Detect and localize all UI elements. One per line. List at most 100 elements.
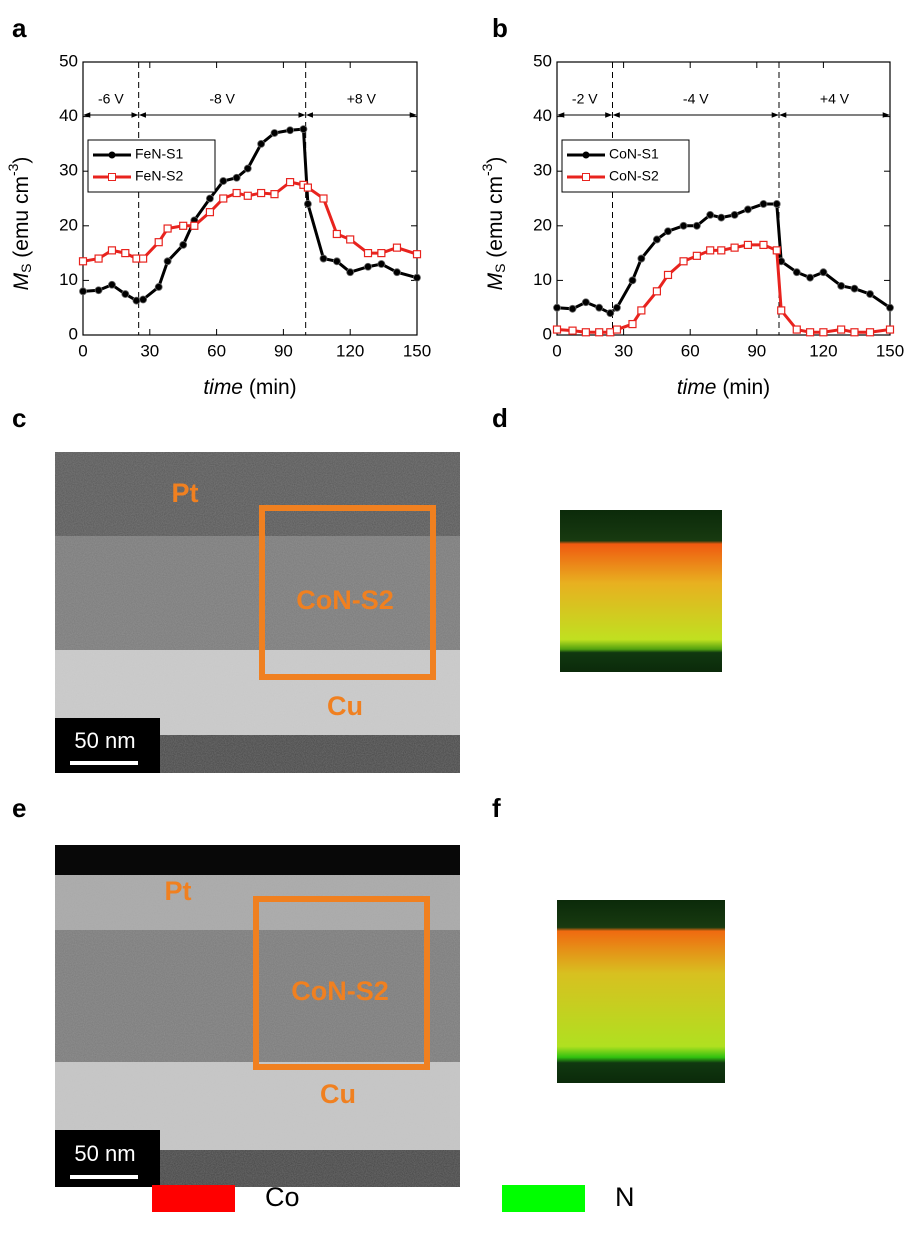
data-point — [679, 257, 688, 266]
image-label: CoN-S2 — [296, 585, 394, 615]
data-point — [886, 303, 894, 312]
eds-map — [560, 510, 722, 672]
data-point — [413, 273, 421, 282]
data-point — [717, 213, 726, 222]
label-part: M — [10, 272, 33, 290]
eds-map — [557, 900, 725, 1083]
data-point — [132, 296, 141, 305]
legend-box — [561, 139, 690, 193]
x-tick-label: 120 — [336, 341, 364, 360]
data-point — [664, 227, 672, 236]
data-point — [717, 246, 726, 255]
scale-bar-label: 50 nm — [74, 1141, 135, 1166]
label-part: (emu cm — [484, 176, 507, 264]
data-point — [885, 325, 895, 334]
data-point — [94, 254, 103, 263]
data-point — [743, 240, 753, 250]
data-point — [319, 254, 328, 263]
data-point — [364, 262, 372, 271]
data-point — [850, 284, 859, 293]
tem-image — [55, 845, 460, 1187]
region-label: -4 V — [683, 91, 709, 107]
data-point — [163, 224, 172, 233]
x-tick-label: 90 — [274, 341, 293, 360]
data-point — [205, 208, 215, 217]
data-point — [139, 295, 148, 304]
panel-label: e — [12, 793, 26, 823]
data-point — [706, 210, 715, 219]
data-point — [243, 191, 252, 200]
data-point — [730, 210, 739, 219]
label-part: -3 — [479, 163, 495, 176]
data-point — [332, 229, 341, 239]
data-point — [108, 280, 116, 289]
data-point — [78, 257, 88, 266]
data-point — [637, 306, 646, 315]
data-point — [679, 221, 688, 230]
data-point — [257, 188, 266, 198]
data-point — [653, 235, 661, 244]
legend-marker — [582, 173, 590, 181]
data-point — [346, 235, 355, 244]
map-legend-swatch — [152, 1185, 235, 1212]
region-label: -8 V — [209, 91, 235, 107]
y-tick-label: 0 — [69, 324, 78, 343]
data-point — [606, 328, 615, 337]
data-point — [612, 325, 622, 334]
panel-label: d — [492, 403, 508, 433]
y-tick-label: 30 — [59, 161, 78, 180]
data-point — [319, 194, 328, 203]
data-point — [219, 194, 228, 203]
label-part: S — [492, 264, 508, 273]
data-point — [392, 243, 402, 252]
image-label: CoN-S2 — [291, 976, 389, 1006]
y-tick-label: 40 — [59, 106, 78, 125]
image-label: Cu — [327, 691, 363, 721]
legend-marker — [108, 151, 116, 159]
panel-label: f — [492, 793, 501, 823]
data-point — [393, 268, 401, 277]
data-point — [553, 303, 561, 312]
data-point — [552, 325, 562, 334]
data-point — [866, 290, 874, 298]
x-tick-label: 0 — [552, 341, 561, 360]
x-tick-label: 150 — [403, 341, 431, 360]
region-label: -6 V — [98, 91, 124, 107]
scale-bar-label: 50 nm — [74, 728, 135, 753]
y-tick-label: 20 — [533, 215, 552, 234]
data-point — [806, 273, 814, 282]
label-part: (min) — [717, 376, 771, 399]
plot-frame — [556, 61, 891, 336]
data-point — [595, 303, 604, 312]
data-point — [744, 205, 752, 214]
data-point — [595, 328, 604, 337]
data-point — [568, 304, 577, 313]
data-point — [819, 328, 828, 337]
panel-label: b — [492, 13, 508, 43]
data-point — [772, 200, 781, 208]
legend-label: FeN-S2 — [135, 168, 183, 184]
label-part: M — [484, 272, 507, 290]
data-point — [568, 326, 577, 335]
data-point — [94, 286, 103, 295]
x-axis-label: time (min) — [203, 376, 296, 399]
data-point — [243, 164, 252, 173]
image-label: Pt — [165, 876, 192, 906]
label-part: time — [677, 376, 717, 399]
data-point — [837, 325, 846, 334]
data-point — [837, 281, 846, 290]
image-label: Cu — [320, 1079, 356, 1109]
data-point — [154, 238, 163, 247]
x-tick-label: 60 — [207, 341, 226, 360]
data-point — [792, 325, 801, 334]
data-point — [270, 129, 279, 137]
label-part: (min) — [243, 376, 297, 399]
plot-frame — [82, 61, 418, 336]
label-part: ) — [10, 157, 33, 164]
region-label: +4 V — [820, 91, 850, 107]
image-label: Pt — [172, 478, 199, 508]
map-legend-label: Co — [265, 1182, 300, 1212]
legend-box — [87, 139, 216, 193]
data-point — [581, 298, 590, 307]
